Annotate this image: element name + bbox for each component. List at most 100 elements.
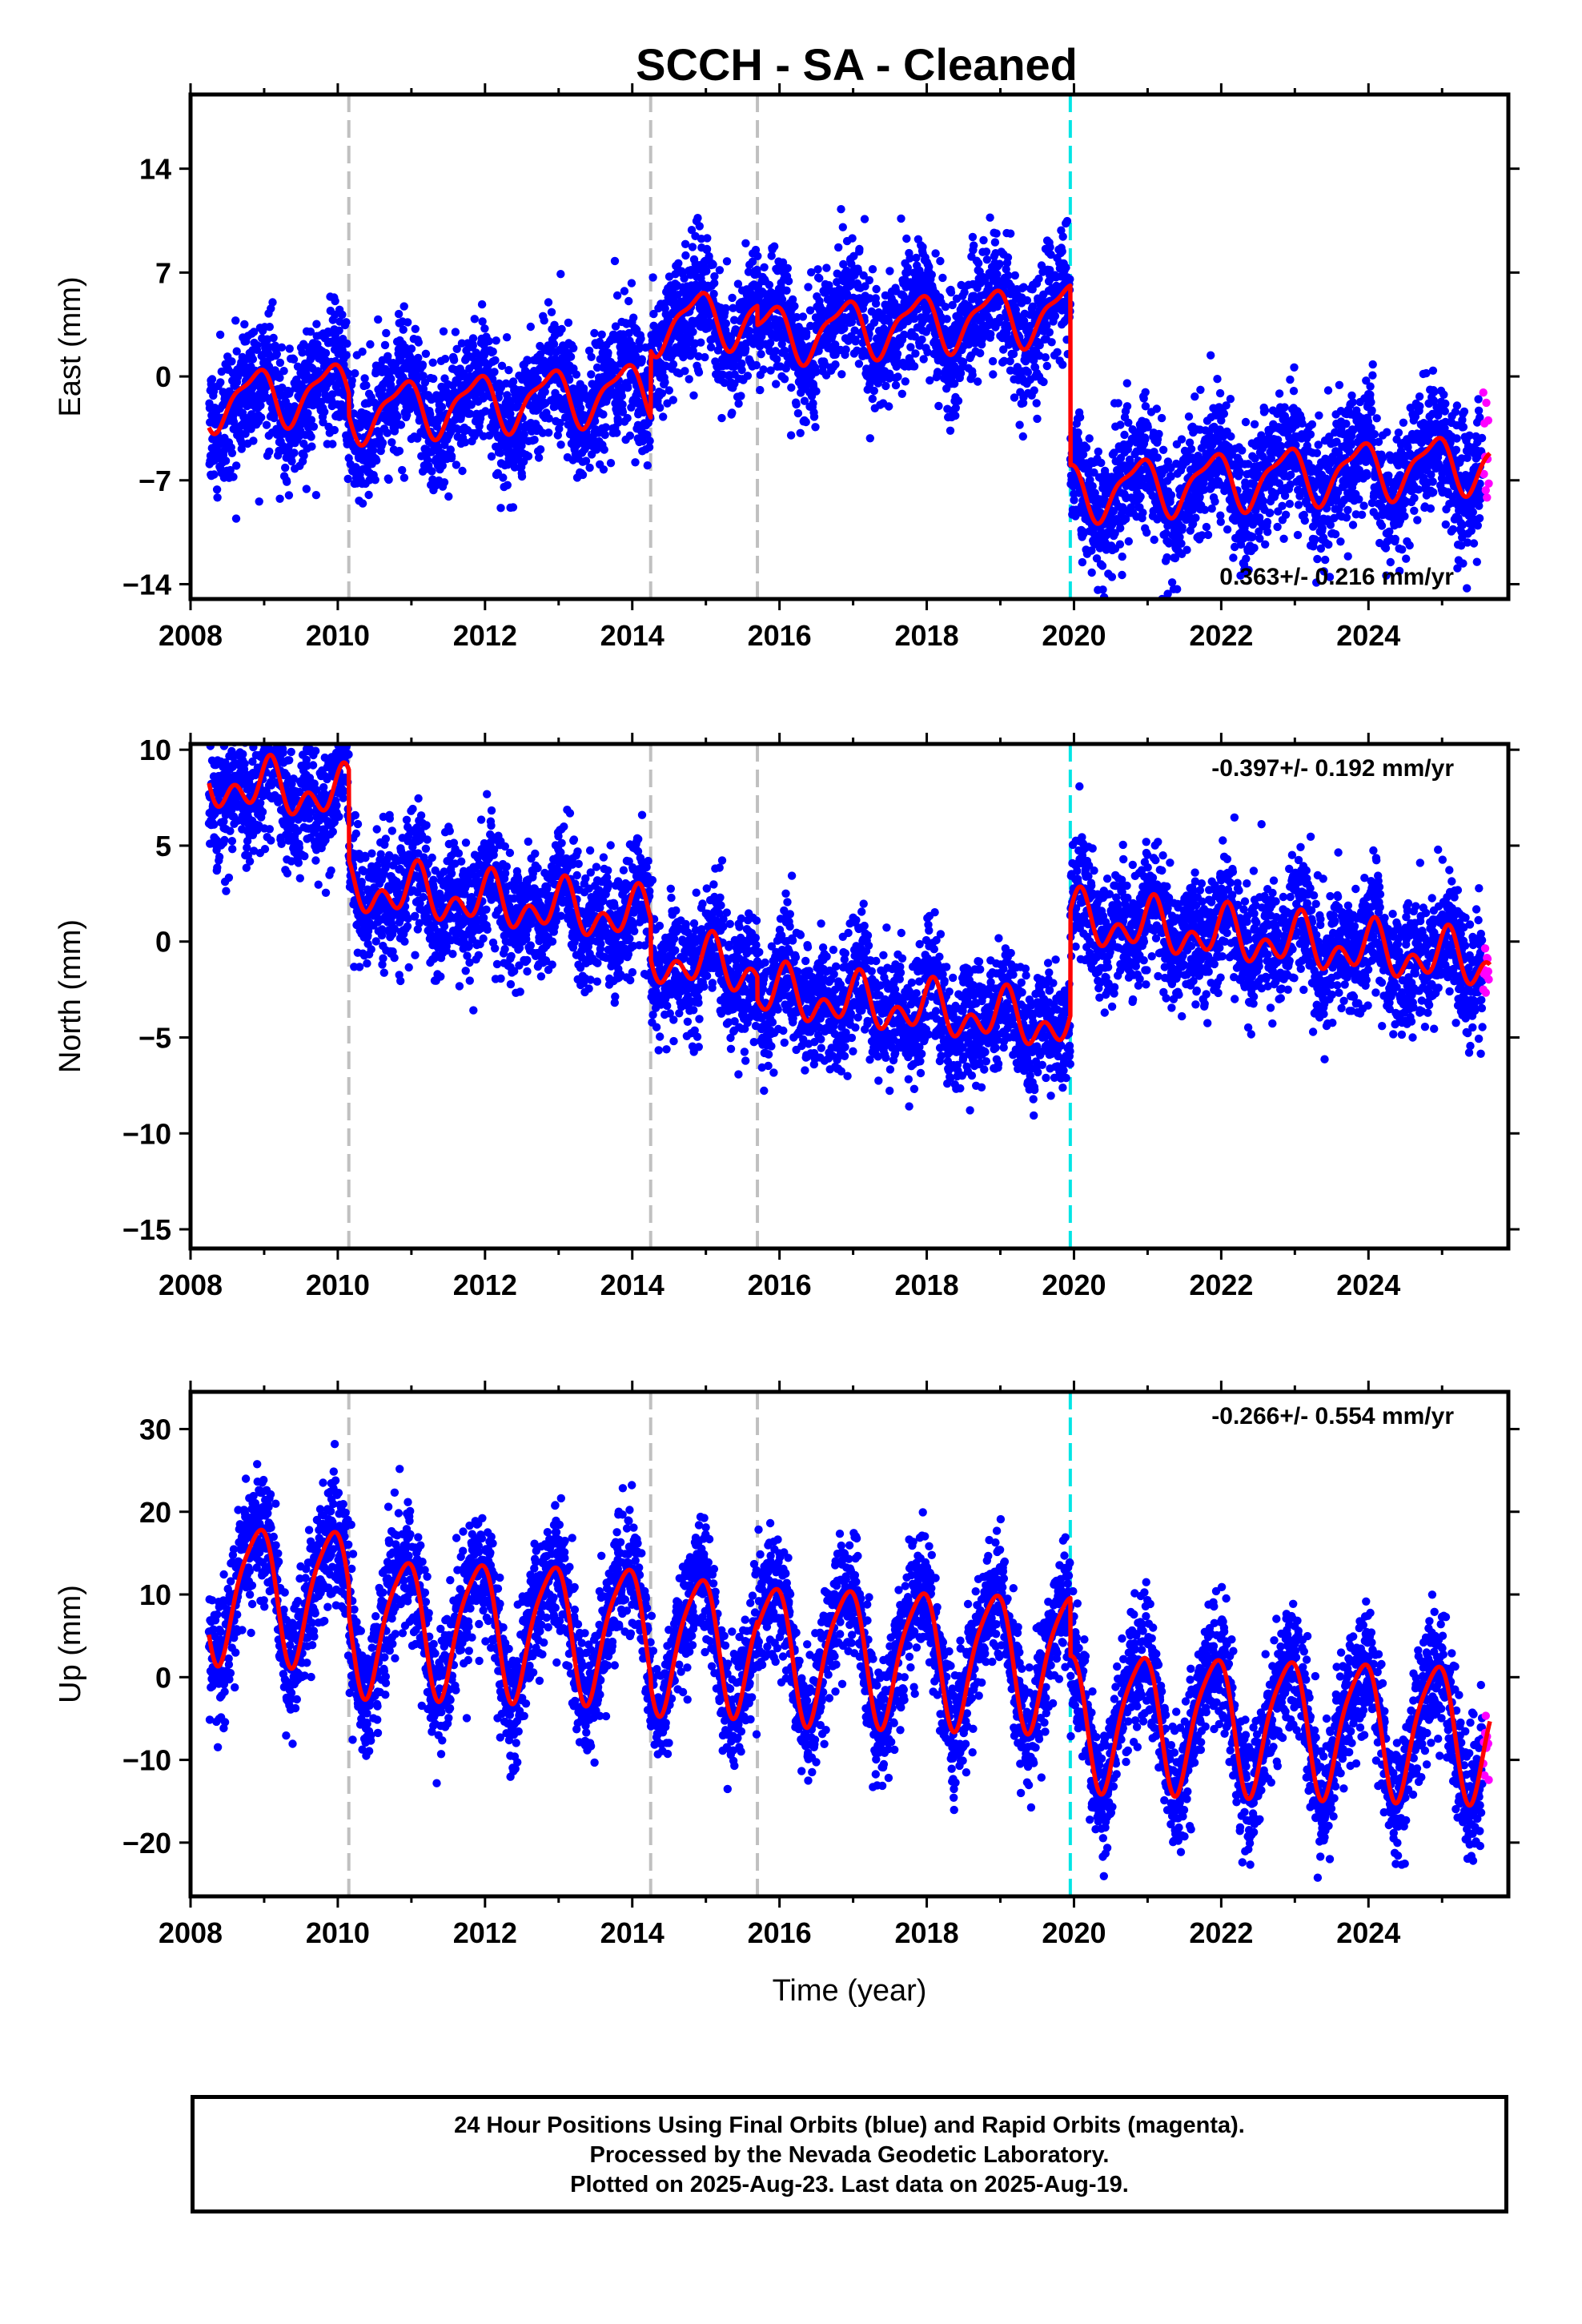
final-orbit-point	[1058, 360, 1067, 369]
final-orbit-point	[1094, 447, 1103, 456]
final-orbit-point	[309, 422, 319, 431]
final-orbit-point	[1294, 501, 1303, 509]
final-orbit-point	[1227, 432, 1235, 441]
final-orbit-point	[556, 270, 565, 279]
final-orbit-point	[728, 293, 737, 303]
final-orbit-point	[1058, 232, 1067, 241]
final-orbit-point	[709, 260, 717, 269]
final-orbit-point	[854, 360, 864, 368]
final-orbit-point	[765, 280, 774, 289]
final-orbit-point	[307, 416, 316, 424]
final-orbit-point	[1046, 243, 1054, 251]
final-orbit-point	[841, 345, 850, 354]
final-orbit-point	[1006, 356, 1014, 366]
final-orbit-point	[540, 316, 548, 325]
final-orbit-point	[1202, 522, 1211, 532]
final-orbit-point	[400, 473, 409, 482]
final-orbit-point	[1286, 375, 1295, 384]
final-orbit-point	[1062, 216, 1072, 226]
final-orbit-point	[659, 412, 668, 421]
final-orbit-point	[544, 298, 553, 307]
final-orbit-point	[468, 334, 478, 343]
final-orbit-point	[612, 291, 622, 300]
final-orbit-point	[694, 368, 704, 377]
final-orbit-point	[837, 205, 845, 214]
final-orbit-point	[335, 412, 344, 421]
final-orbit-point	[951, 411, 960, 420]
final-orbit-point	[380, 340, 390, 350]
final-orbit-point	[503, 480, 512, 489]
final-orbit-point	[231, 514, 241, 523]
final-orbit-point	[831, 360, 840, 369]
final-orbit-point	[897, 214, 905, 223]
final-orbit-point	[1033, 414, 1042, 424]
final-orbit-point	[414, 338, 423, 347]
final-orbit-point	[606, 459, 616, 468]
final-orbit-point	[256, 401, 265, 410]
final-orbit-point	[387, 438, 396, 447]
final-orbit-point	[695, 222, 704, 231]
final-orbit-point	[982, 247, 991, 256]
final-orbit-point	[1138, 509, 1147, 517]
final-orbit-point	[284, 491, 294, 500]
final-orbit-point	[1141, 388, 1150, 396]
final-orbit-point	[411, 324, 420, 333]
final-orbit-point	[741, 239, 750, 247]
final-orbit-point	[1200, 505, 1210, 514]
final-orbit-point	[270, 413, 279, 423]
final-orbit-point	[564, 318, 573, 328]
final-orbit-point	[1207, 351, 1215, 360]
final-orbit-point	[1053, 348, 1062, 356]
final-orbit-point	[487, 452, 496, 461]
final-orbit-point	[265, 447, 274, 456]
final-orbit-point	[1070, 496, 1078, 505]
final-orbit-point	[1015, 420, 1024, 429]
final-orbit-point	[1280, 403, 1289, 412]
final-orbit-point	[213, 493, 222, 502]
final-orbit-point	[600, 430, 609, 440]
final-orbit-point	[618, 400, 627, 409]
final-orbit-point	[636, 334, 645, 344]
final-orbit-point	[1047, 338, 1056, 347]
final-orbit-point	[1030, 386, 1038, 395]
final-orbit-point	[1266, 509, 1275, 517]
final-orbit-point	[893, 349, 902, 359]
final-orbit-point	[946, 426, 955, 435]
final-orbit-point	[1250, 420, 1259, 428]
final-orbit-point	[752, 360, 761, 370]
final-orbit-point	[1157, 413, 1166, 423]
final-orbit-point	[587, 352, 596, 361]
final-orbit-point	[1273, 522, 1282, 532]
final-orbit-point	[277, 343, 287, 352]
final-orbit-point	[1216, 517, 1226, 526]
final-orbit-point	[599, 465, 608, 474]
final-orbit-point	[811, 423, 820, 432]
final-orbit-point	[868, 394, 877, 404]
final-orbit-point	[815, 274, 824, 283]
final-orbit-point	[1186, 444, 1196, 453]
final-orbit-point	[1289, 387, 1299, 396]
final-orbit-point	[207, 375, 217, 384]
final-orbit-point	[249, 328, 259, 336]
final-orbit-point	[1153, 453, 1162, 462]
final-orbit-point	[585, 463, 594, 472]
final-orbit-point	[231, 316, 240, 325]
final-orbit-point	[933, 368, 942, 376]
final-orbit-point	[798, 312, 808, 321]
final-orbit-point	[893, 372, 902, 381]
final-orbit-point	[1242, 554, 1251, 563]
final-orbit-point	[599, 410, 608, 419]
final-orbit-point	[447, 452, 456, 460]
final-orbit-point	[801, 417, 810, 427]
final-orbit-point	[793, 408, 803, 418]
final-orbit-point	[232, 461, 241, 470]
final-orbit-point	[238, 352, 247, 362]
final-orbit-point	[1250, 544, 1259, 553]
final-orbit-point	[1078, 557, 1087, 567]
final-orbit-point	[440, 355, 450, 364]
final-orbit-point	[697, 338, 705, 347]
final-orbit-point	[1116, 524, 1125, 533]
final-orbit-point	[232, 347, 241, 356]
final-orbit-point	[941, 303, 950, 312]
final-orbit-point	[753, 251, 762, 260]
